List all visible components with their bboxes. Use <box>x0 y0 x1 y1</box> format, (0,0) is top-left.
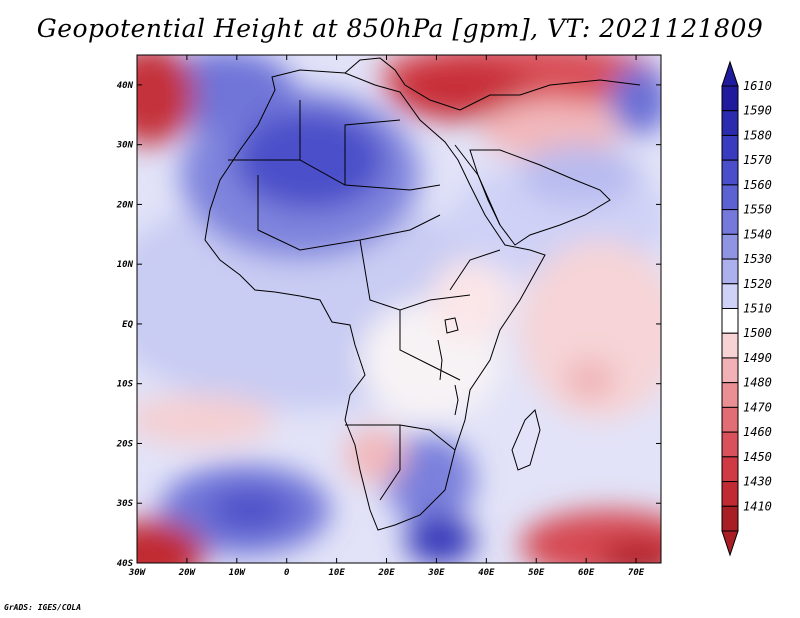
lake-tanganyika <box>437 339 443 381</box>
lat-tick-label: 10N <box>117 260 134 270</box>
lat-tick-label: 40N <box>117 81 134 91</box>
lake-malawi <box>454 384 459 416</box>
colorbar-label: 1510 <box>743 302 772 316</box>
colorbar-label: 1490 <box>743 351 772 365</box>
colorbar-label: 1480 <box>743 376 772 390</box>
height-field <box>137 55 661 563</box>
border-8 <box>379 425 401 501</box>
colorbar-label: 1540 <box>743 227 772 241</box>
lon-tick-label: 40E <box>478 568 495 578</box>
colorbar-swatch <box>721 233 739 260</box>
lake-victoria <box>444 317 459 334</box>
longitude-axis: 30W 20W 10W 0 10E 20E 30E 40E 50E 60E 70E <box>128 55 645 578</box>
lon-tick-label: 50E <box>528 568 545 578</box>
colorbar: 1610 1590 1580 1570 1560 1550 1540 1530 1520 1510… <box>721 60 772 557</box>
latitude-axis: 40N 30N 20N 10N EQ 10S 20S 30S 40S <box>116 81 661 569</box>
border-3 <box>344 119 401 185</box>
lon-tick-label: 60E <box>578 568 595 578</box>
lon-tick-label: 10E <box>328 568 345 578</box>
colorbar-swatch <box>721 184 739 211</box>
lon-tick-label: 20W <box>178 568 197 578</box>
lat-tick-label: 30S <box>116 499 134 509</box>
credit-text: GrADS: IGES/COLA <box>4 603 82 612</box>
lon-tick-label: 30W <box>128 568 147 578</box>
colorbar-label: 1570 <box>743 153 772 167</box>
lon-tick-label: 30E <box>427 568 445 578</box>
coastlines <box>204 57 641 531</box>
colorbar-label: 1430 <box>743 475 772 489</box>
lon-tick-label: 20E <box>377 568 395 578</box>
madagascar <box>511 409 541 471</box>
colorbar-label: 1450 <box>743 450 772 464</box>
colorbar-swatch <box>721 283 739 309</box>
lat-tick-label: EQ <box>122 320 133 330</box>
colorbar-swatch <box>721 505 739 532</box>
plot-frame <box>136 54 662 564</box>
colorbar-swatch <box>721 159 739 186</box>
lat-tick-label: 10S <box>117 380 134 390</box>
colorbar-top-arrow <box>721 60 739 87</box>
border-9 <box>449 249 501 291</box>
colorbar-label: 1410 <box>743 499 772 513</box>
colorbar-swatch <box>721 431 739 458</box>
border-6 <box>399 310 461 381</box>
colorbar-swatch <box>721 308 739 334</box>
colorbar-label: 1550 <box>743 203 772 217</box>
colorbar-swatch <box>721 406 739 433</box>
colorbar-label: 1520 <box>743 277 772 291</box>
map-title: Geopotential Height at 850hPa [gpm], VT:… <box>36 14 764 43</box>
lat-tick-label: 20S <box>116 439 134 449</box>
colorbar-swatch <box>721 332 739 359</box>
lat-tick-label: 20N <box>116 200 134 210</box>
arabia <box>469 149 611 246</box>
red-sea <box>454 144 501 226</box>
colorbar-label: 1610 <box>743 79 772 93</box>
colorbar-swatch <box>721 357 739 384</box>
africa-coastline <box>204 69 546 531</box>
colorbar-label: 1580 <box>743 128 772 142</box>
colorbar-label: 1470 <box>743 400 772 414</box>
colorbar-swatch <box>721 481 739 507</box>
lat-tick-label: 30N <box>116 141 134 151</box>
colorbar-swatch <box>721 134 739 161</box>
lon-tick-label: 70E <box>628 568 645 578</box>
colorbar-label: 1590 <box>743 104 772 118</box>
border-4 <box>257 175 441 251</box>
colorbar-label: 1530 <box>743 252 772 266</box>
lon-tick-label: 0 <box>284 568 290 578</box>
colorbar-swatch <box>721 456 739 483</box>
border-7 <box>345 424 456 451</box>
colorbar-label: 1500 <box>743 326 772 340</box>
colorbar-swatch <box>721 209 739 235</box>
colorbar-swatch <box>721 382 739 408</box>
lat-tick-label: 40S <box>117 559 134 569</box>
colorbar-swatch <box>721 85 739 112</box>
europe-coast <box>344 57 641 111</box>
colorbar-label: 1560 <box>743 178 772 192</box>
colorbar-swatch <box>721 258 739 285</box>
colorbar-label: 1460 <box>743 425 772 439</box>
colorbar-bottom-arrow <box>721 530 739 557</box>
colorbar-swatch <box>721 110 739 136</box>
lon-tick-label: 10W <box>229 568 247 578</box>
